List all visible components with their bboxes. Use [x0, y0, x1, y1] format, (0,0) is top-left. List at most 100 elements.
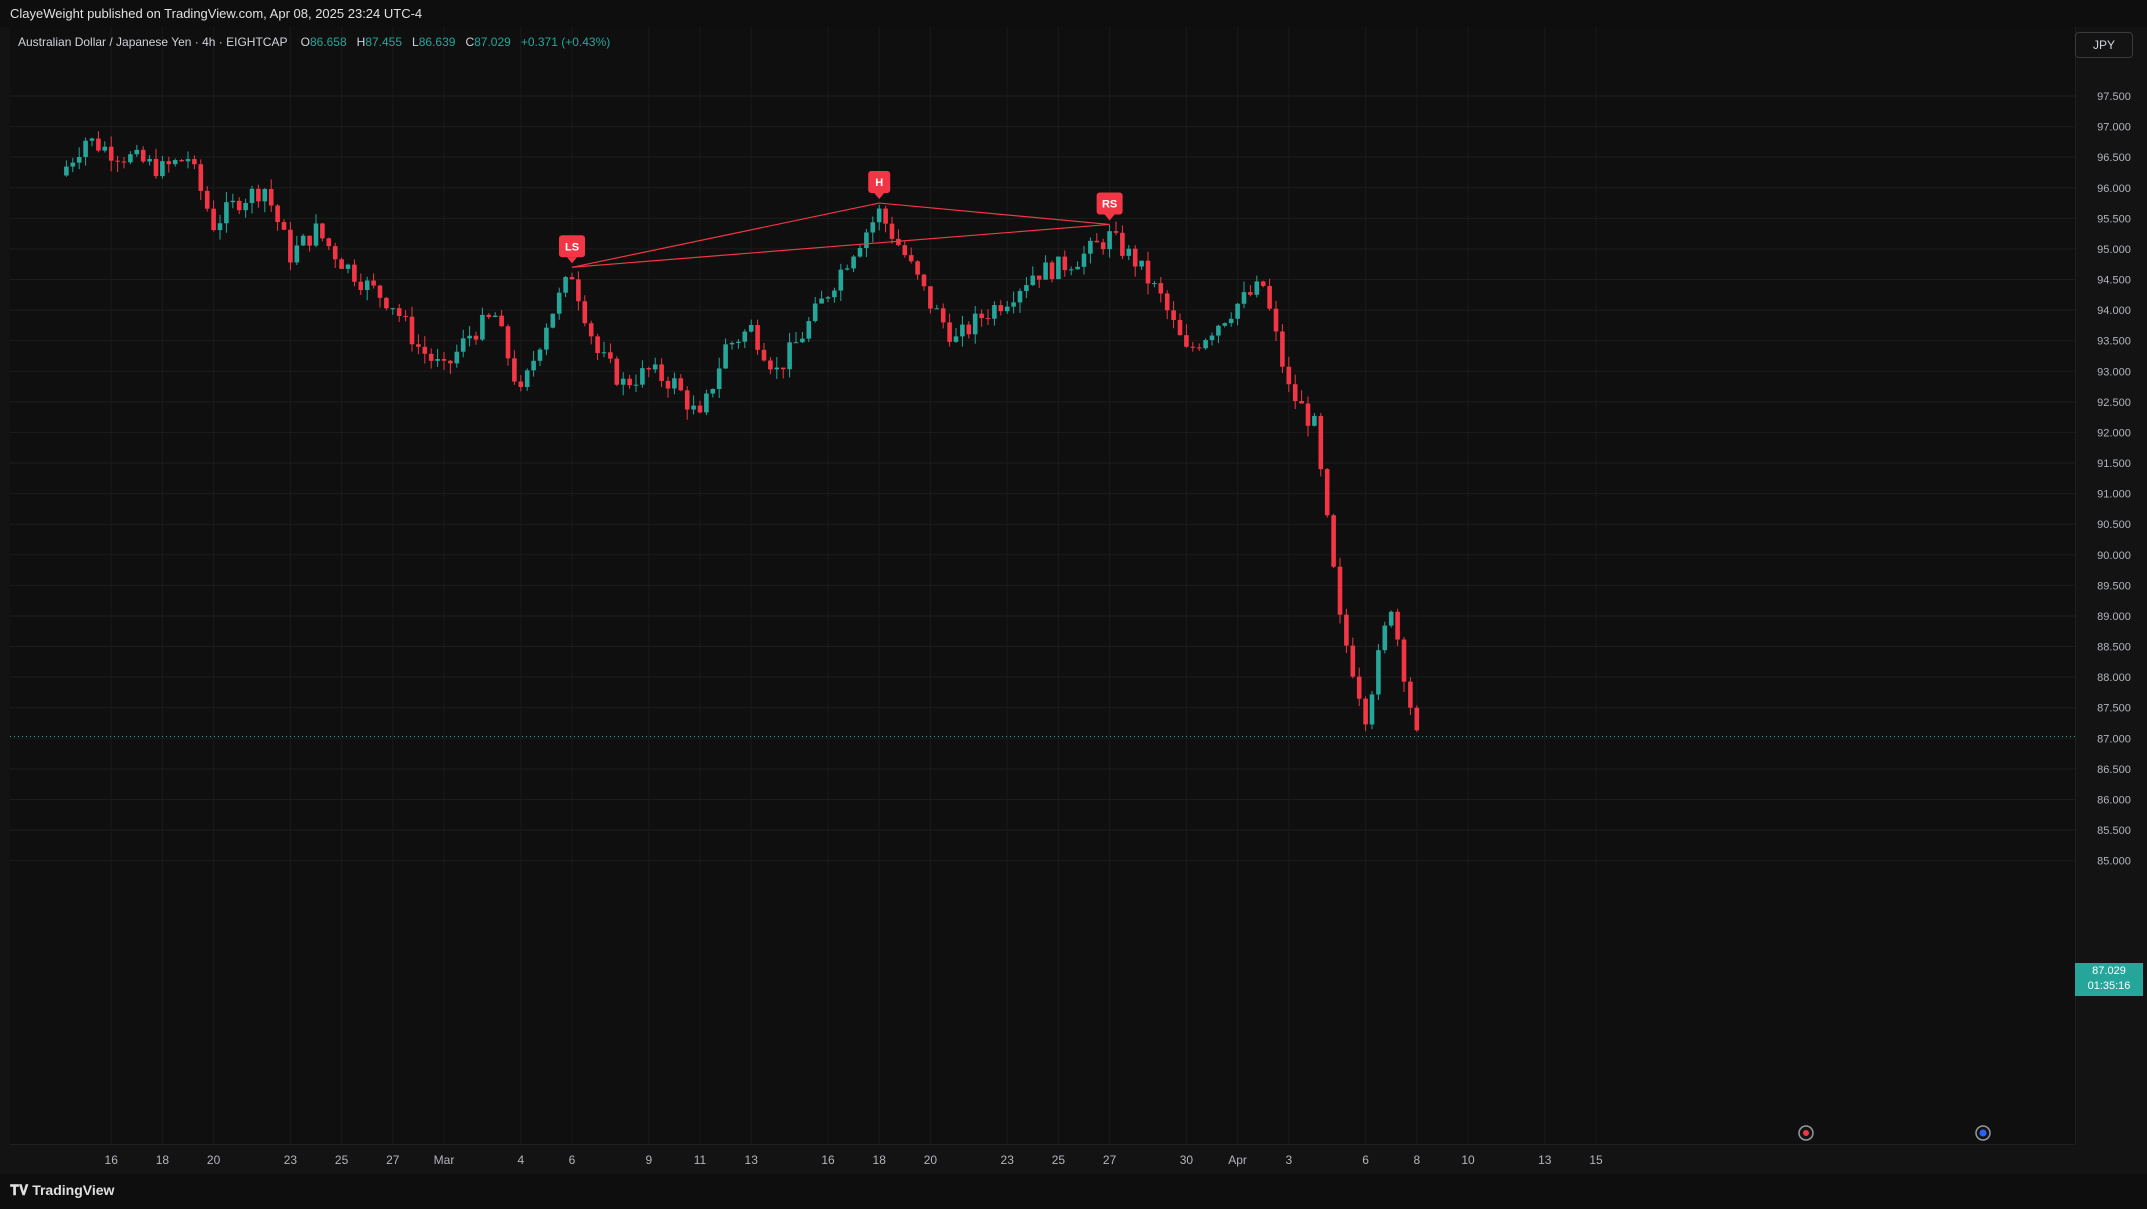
time-tick-label: 25: [335, 1153, 349, 1167]
candle-body: [844, 268, 850, 270]
candle-body: [460, 338, 466, 352]
candle-body: [972, 313, 978, 335]
candle-body: [985, 318, 991, 320]
pattern-label-ls[interactable]: LS: [559, 235, 585, 264]
earnings-marker-icon[interactable]: [1975, 1125, 1991, 1141]
candle-body: [384, 297, 389, 309]
legend-change: +0.371 (+0.43%): [520, 35, 611, 49]
candle-body: [339, 259, 344, 269]
candle-body: [1075, 266, 1080, 270]
candle-body: [89, 138, 95, 141]
candle-body: [710, 388, 716, 394]
candle-body: [108, 146, 114, 161]
candle-body: [147, 158, 152, 162]
candle-body: [422, 346, 428, 354]
candle-body: [531, 360, 536, 371]
pattern-neck-line[interactable]: [571, 223, 1110, 268]
candle-body: [1184, 335, 1189, 347]
time-tick-label: 8: [1413, 1153, 1420, 1167]
candle-body: [518, 381, 524, 388]
currency-button[interactable]: JPY: [2075, 32, 2133, 58]
candle-body: [800, 338, 805, 343]
candle-body: [198, 164, 204, 191]
candle-body: [1241, 292, 1247, 304]
candle-body: [1068, 269, 1074, 271]
candle-body: [102, 146, 108, 151]
bar-countdown: 01:35:16: [2087, 980, 2131, 992]
pattern-label-h[interactable]: H: [868, 171, 891, 200]
price-tick-label: 91.500: [2097, 458, 2131, 470]
time-tick-label: Apr: [1228, 1153, 1247, 1167]
time-tick-label: 4: [517, 1153, 524, 1167]
candle-body: [563, 277, 568, 293]
candle-body: [704, 393, 709, 413]
price-chart[interactable]: LS H RS: [10, 27, 2075, 1144]
price-tick-label: 93.500: [2097, 336, 2131, 348]
candle-body: [659, 364, 664, 381]
legend-close-label: C: [465, 35, 475, 49]
time-tick-label: 23: [1001, 1153, 1015, 1167]
candle-body: [588, 323, 594, 337]
time-tick-label: 27: [1103, 1153, 1117, 1167]
candle-body: [1113, 231, 1119, 233]
candle-body: [428, 353, 434, 361]
candle-body: [934, 308, 940, 310]
candle-body: [761, 349, 767, 361]
candle-body: [755, 325, 760, 350]
pattern-line-ls-h[interactable]: [571, 202, 880, 268]
candle-body: [1299, 401, 1304, 404]
published-bar: ClayeWeight published on TradingView.com…: [0, 0, 2147, 27]
candle-body: [1120, 232, 1125, 256]
legend-open-label: O: [300, 35, 310, 49]
candle-body: [371, 280, 376, 286]
candle-body: [409, 316, 415, 345]
time-tick-label: 18: [873, 1153, 887, 1167]
candle-body: [236, 200, 242, 211]
price-tick-label: 91.000: [2097, 489, 2131, 501]
chart-pane[interactable]: LS H RS: [10, 27, 2075, 1144]
pattern-line-h-rs[interactable]: [879, 202, 1110, 226]
candle-body: [908, 255, 914, 262]
time-tick-label: 15: [1589, 1153, 1603, 1167]
candle-body: [473, 335, 479, 340]
event-marker-icon[interactable]: [1798, 1125, 1814, 1141]
candle-body: [1395, 611, 1400, 640]
candle-body: [1312, 415, 1317, 426]
time-tick-label: 13: [1538, 1153, 1552, 1167]
candle-body: [416, 344, 421, 347]
candle-body: [915, 261, 920, 275]
time-axis[interactable]: 16 18 20 23 25 27 Mar 4 6 9 11 13 16 18 20 23 25 27 30 Apr 3…: [10, 1144, 2075, 1175]
brand-name: TradingView: [32, 1182, 115, 1198]
candle-body: [364, 280, 370, 291]
tradingview-logo[interactable]: 𝐓𝐕 TradingView: [10, 1182, 114, 1199]
candle-body: [211, 208, 216, 231]
candle-body: [966, 324, 972, 335]
candle-body: [115, 160, 120, 162]
price-tick-label: 86.000: [2097, 794, 2131, 806]
price-tick-label: 89.000: [2097, 611, 2131, 623]
candle-body: [748, 325, 754, 332]
pattern-label-rs[interactable]: RS: [1096, 192, 1123, 221]
candle-body: [83, 140, 88, 158]
price-tick-label: 88.000: [2097, 672, 2131, 684]
candle-body: [940, 308, 946, 323]
candle-body: [326, 238, 332, 247]
price-tick-label: 94.000: [2097, 305, 2131, 317]
candle-body: [1388, 611, 1394, 626]
candle-body: [793, 342, 799, 344]
candle-body: [332, 246, 338, 260]
price-tick-label: 85.000: [2097, 856, 2131, 868]
time-tick-label: 23: [284, 1153, 298, 1167]
candle-body: [1356, 676, 1362, 699]
candle-body: [512, 358, 517, 382]
candle-body: [224, 202, 229, 224]
candle-body: [467, 335, 472, 339]
candle-body: [902, 245, 908, 256]
candle-body: [608, 352, 613, 359]
candle-body: [1267, 285, 1272, 309]
candle-body: [448, 360, 453, 364]
price-axis[interactable]: 97.500 97.000 96.500 96.000 95.500 95.000 94.5…: [2075, 27, 2147, 1144]
candle-body: [153, 158, 159, 177]
candle-body: [64, 166, 69, 176]
candle-body: [1254, 281, 1260, 295]
